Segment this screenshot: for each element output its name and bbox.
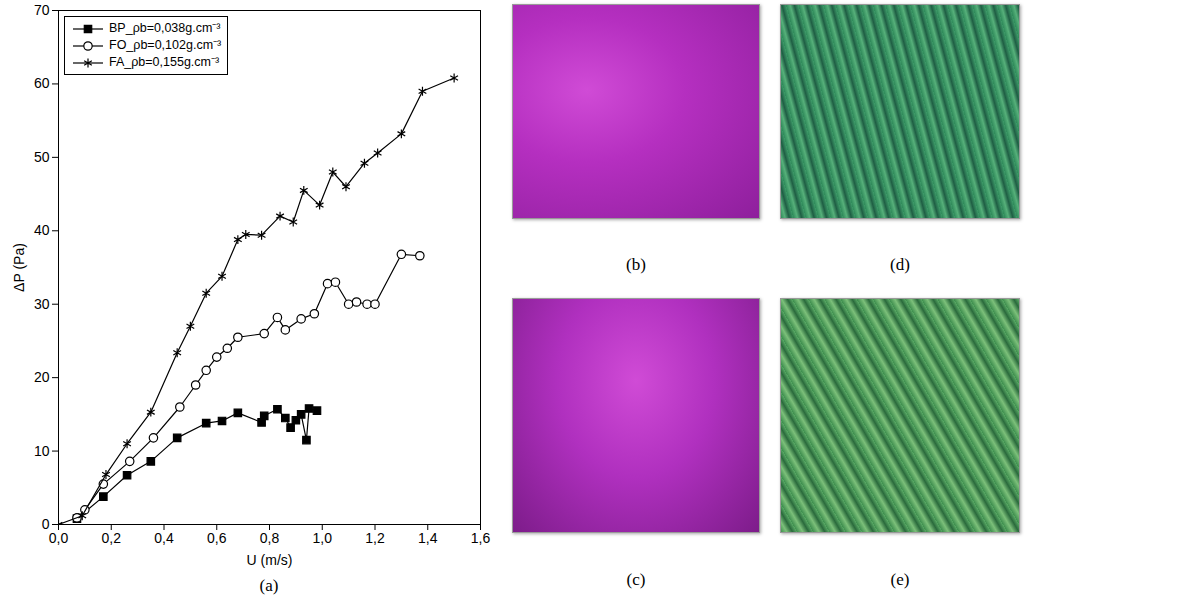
svg-text:1,6: 1,6 (471, 530, 491, 546)
html-text:(c): (c) (626, 570, 646, 589)
svg-text:0,4: 0,4 (154, 530, 174, 546)
html-text:(a): (a) (259, 576, 279, 595)
svg-text:60: 60 (34, 75, 50, 91)
svg-text:50: 50 (34, 149, 50, 165)
svg-text:30: 30 (34, 296, 50, 312)
svg-text:20: 20 (34, 369, 50, 385)
svg-text:1,4: 1,4 (418, 530, 438, 546)
html-text:FO_ρb=0,102g.cm⁻³: FO_ρb=0,102g.cm⁻³ (109, 38, 222, 52)
svg-text:1,2: 1,2 (365, 530, 385, 546)
svg-text:10: 10 (34, 443, 50, 459)
svg-text:U (m/s): U (m/s) (247, 552, 293, 568)
svg-text:0: 0 (41, 516, 50, 532)
svg-text:1,0: 1,0 (313, 530, 333, 546)
svg-text:0,6: 0,6 (207, 530, 227, 546)
svg-text:ΔP (Pa): ΔP (Pa) (11, 243, 27, 292)
html-text:BP_ρb=0,038g.cm⁻³: BP_ρb=0,038g.cm⁻³ (109, 21, 221, 35)
html-text:(d): (d) (890, 255, 910, 274)
svg-text:40: 40 (34, 222, 50, 238)
svg-text:0,2: 0,2 (102, 530, 122, 546)
html-text:(e): (e) (890, 570, 910, 589)
svg-text:0,0: 0,0 (49, 530, 69, 546)
html-text:(b): (b) (626, 255, 646, 274)
svg-text:0,8: 0,8 (260, 530, 280, 546)
html-text:FA_ρb=0,155g.cm⁻³: FA_ρb=0,155g.cm⁻³ (109, 55, 220, 69)
svg-text:70: 70 (34, 2, 50, 18)
